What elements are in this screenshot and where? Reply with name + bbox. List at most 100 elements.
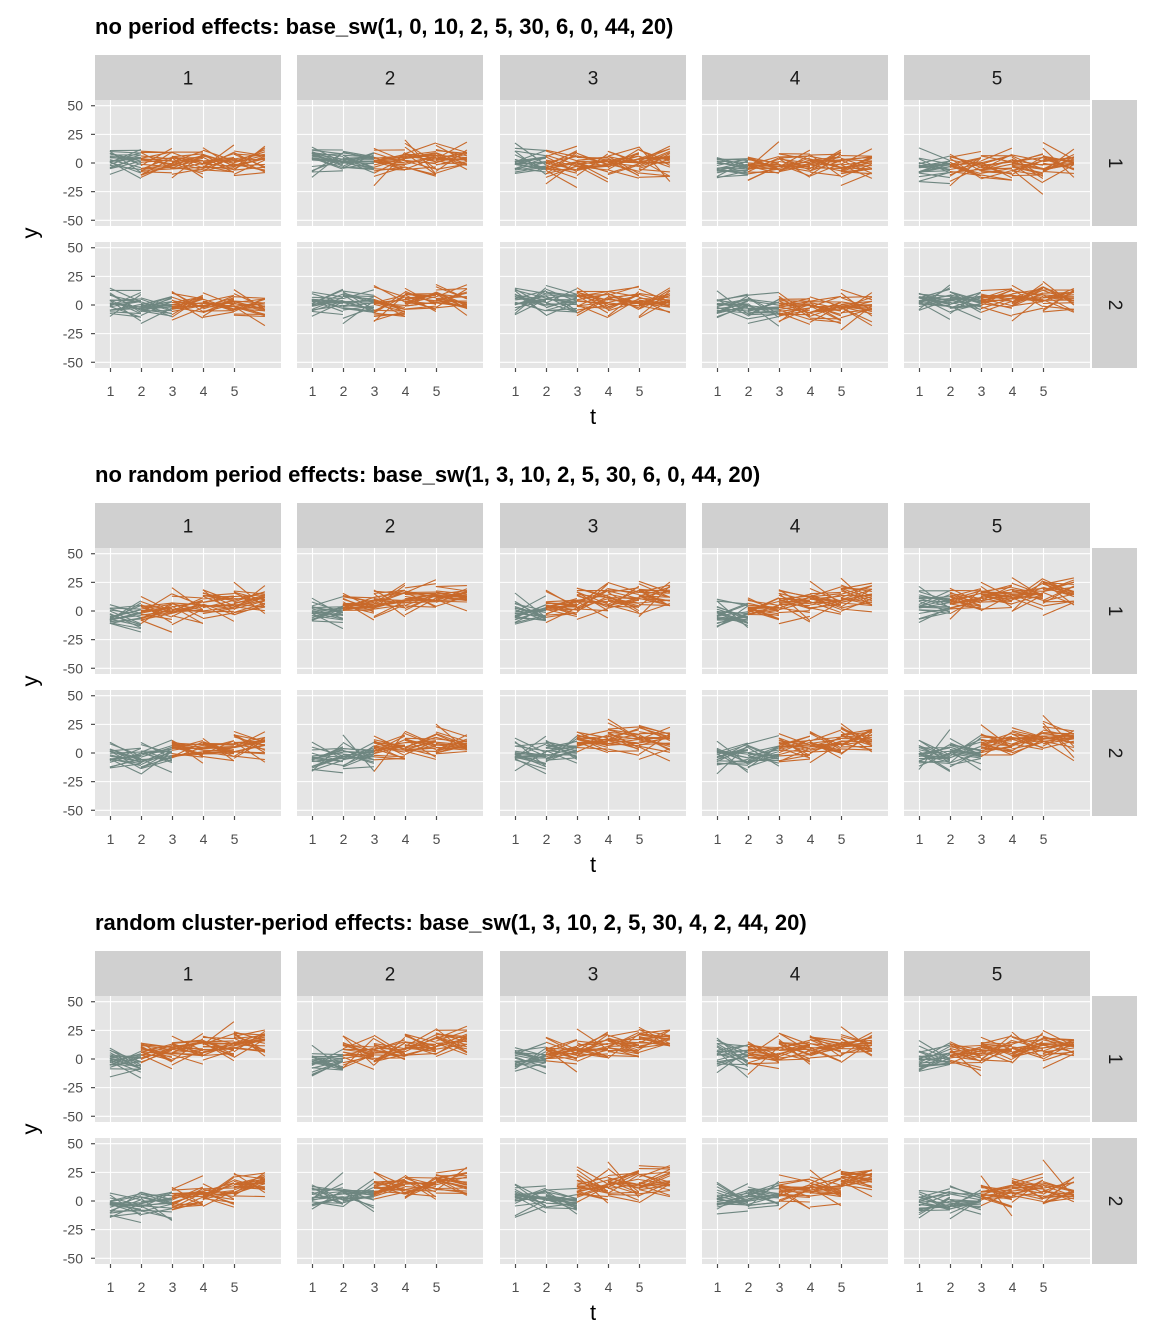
data-segment [809,603,841,609]
column-strip-label: 5 [992,517,1003,538]
data-segment [233,606,265,614]
data-segment [778,592,811,602]
data-segment [809,156,842,165]
data-segment [202,595,235,603]
data-segment [514,1062,547,1072]
data-segment [514,603,547,612]
data-segment [514,1047,547,1057]
data-segment [233,734,266,742]
data-segment [514,617,546,621]
data-segment [514,1046,546,1052]
data-segment [840,306,872,311]
data-segment [435,742,467,746]
data-segment [342,166,374,171]
data-segment [202,1035,235,1045]
data-segment [1011,293,1043,299]
data-segment [747,300,779,306]
data-segment [140,301,172,307]
data-segment [949,588,982,598]
y-tick-label: -50 [63,1108,83,1124]
data-segment [233,166,265,171]
data-segment [778,747,811,759]
column-strip-label: 1 [183,517,194,538]
column-strip-1 [95,503,281,548]
data-segment [171,595,203,599]
x-tick-label: 2 [138,1279,146,1295]
data-segment [202,750,234,755]
data-segment [949,753,982,765]
data-segment [840,148,873,165]
data-segment [545,151,578,165]
data-segment [1042,156,1074,163]
data-segment [435,1033,467,1039]
data-segment [514,1054,547,1064]
x-tick-label: 2 [543,383,551,399]
data-segment [373,1042,405,1050]
data-segment [109,758,141,765]
data-segment [311,300,344,308]
data-segment [373,286,406,298]
data-segment [233,172,265,177]
data-segment [545,1036,578,1051]
x-tick-label: 5 [433,383,441,399]
data-segment [747,315,780,324]
x-tick-label: 1 [107,1279,115,1295]
data-segment [171,1039,203,1044]
data-segment [840,601,873,609]
data-segment [1042,170,1074,174]
data-segment [435,1042,468,1050]
panel-col3-row1 [500,100,686,226]
column-strip-4 [702,503,888,548]
data-segment [949,157,982,179]
data-segment [576,600,609,619]
panel-col5-row2 [904,1138,1090,1264]
data-segment [171,1038,204,1062]
data-segment [809,607,842,615]
y-tick-label: 25 [67,1022,83,1038]
data-segment [576,1052,608,1059]
y-tick-label: 25 [67,126,83,142]
data-segment [171,744,204,755]
data-segment [514,168,546,174]
x-tick-label: 5 [636,1279,644,1295]
data-segment [404,736,437,748]
data-segment [949,298,981,302]
data-segment [949,600,982,610]
data-segment [716,299,749,316]
data-segment [716,306,749,320]
x-tick-label: 5 [1040,1279,1048,1295]
data-segment [140,744,173,755]
data-segment [109,305,142,318]
panel-col2-row2 [297,242,483,368]
panel-col2-row2 [297,690,483,816]
data-segment [1042,740,1075,749]
data-segment [545,744,577,752]
data-segment [233,151,266,162]
data-segment [435,292,468,316]
data-segment [404,1036,437,1053]
data-segment [747,171,779,174]
data-segment [1011,301,1043,307]
data-segment [918,296,951,308]
data-segment [576,595,609,612]
data-segment [545,1048,578,1056]
data-segment [545,150,578,162]
data-segment [202,165,235,173]
data-segment [576,293,608,296]
data-segment [109,748,142,762]
data-segment [1011,289,1044,304]
data-segment [171,744,203,751]
column-strip-4 [702,55,888,100]
x-tick-label: 1 [107,831,115,847]
data-segment [109,150,142,173]
data-segment [1011,164,1044,184]
data-segment [109,299,141,302]
x-tick-label: 5 [231,831,239,847]
x-tick-label: 1 [714,1279,722,1295]
x-tick-label: 1 [309,1279,317,1295]
column-strip-label: 1 [183,69,194,90]
data-segment [404,296,437,305]
x-tick-label: 4 [200,383,208,399]
data-segment [980,745,1013,754]
data-segment [109,1068,142,1078]
